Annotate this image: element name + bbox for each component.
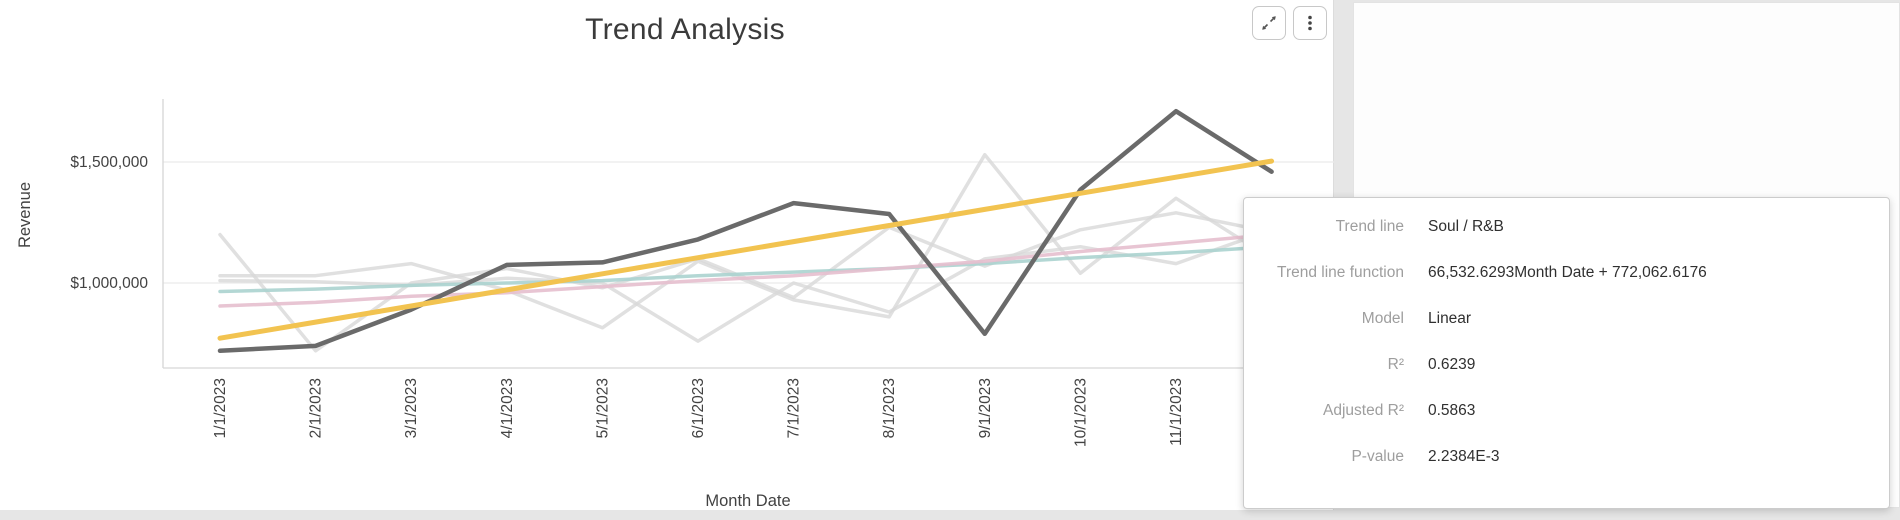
series-line-soul-r-b[interactable] — [217, 108, 1274, 354]
tooltip-row: Trend line Soul / R&B — [1244, 218, 1889, 264]
tooltip-value: 0.6239 — [1428, 356, 1476, 373]
trend-analysis-card: Trend Analysis $1,000,000 $1,500,000 1/1/2… — [0, 0, 1334, 510]
x-tick-label: 11/1/2023 — [1168, 378, 1185, 446]
x-tick-label: 2/1/2023 — [308, 378, 325, 438]
expand-icon — [1262, 16, 1276, 30]
more-options-button[interactable] — [1293, 6, 1327, 40]
tooltip-row: Model Linear — [1244, 310, 1889, 356]
expand-button[interactable] — [1252, 6, 1286, 40]
series-line-dimmed-series-2[interactable] — [218, 152, 1274, 330]
x-tick-label: 7/1/2023 — [786, 378, 803, 438]
tooltip-row: R² 0.6239 — [1244, 356, 1889, 402]
series-line-teal-series[interactable] — [218, 244, 1274, 294]
tooltip-value: Linear — [1428, 310, 1472, 327]
x-axis-title: Month Date — [705, 492, 790, 510]
x-tick-label: 9/1/2023 — [977, 378, 994, 438]
x-tick-label: 8/1/2023 — [881, 378, 898, 438]
tooltip-value: 0.5863 — [1428, 402, 1476, 419]
trend-chart-canvas[interactable]: $1,000,000 $1,500,000 1/1/2023 2/1/2023 3/1/… — [0, 0, 1334, 510]
x-tick-label: 1/1/2023 — [212, 378, 229, 438]
tooltip-label: Trend line function — [1277, 264, 1404, 281]
x-tick-label: 4/1/2023 — [499, 378, 516, 438]
x-tick-label: 5/1/2023 — [594, 378, 611, 438]
tooltip-row: Trend line function 66,532.6293Month Dat… — [1244, 264, 1889, 310]
tooltip-label: R² — [1387, 356, 1404, 373]
trend-line-tooltip: Trend line Soul / R&B Trend line functio… — [1243, 197, 1890, 509]
tooltip-value: Soul / R&B — [1428, 218, 1504, 235]
x-tick-label: 6/1/2023 — [690, 378, 707, 438]
tooltip-value: 66,532.6293Month Date + 772,062.6176 — [1428, 264, 1707, 281]
tooltip-label: P-value — [1351, 448, 1404, 465]
x-tick-label: 3/1/2023 — [403, 378, 420, 438]
chart-title: Trend Analysis — [585, 13, 785, 46]
x-tick-label: 10/1/2023 — [1072, 378, 1089, 447]
kebab-menu-icon — [1308, 15, 1312, 31]
tooltip-row: P-value 2.2384E-3 — [1244, 448, 1889, 494]
tooltip-row: Adjusted R² 0.5863 — [1244, 402, 1889, 448]
series-line-pink-series[interactable] — [218, 232, 1274, 308]
tooltip-label: Trend line — [1335, 218, 1404, 235]
tooltip-value: 2.2384E-3 — [1428, 448, 1500, 465]
y-axis-title: Revenue — [16, 182, 34, 248]
series-line-trend-line-soul-r-b[interactable] — [217, 158, 1275, 341]
tooltip-label: Model — [1361, 310, 1404, 327]
tooltip-label: Adjusted R² — [1323, 402, 1404, 419]
y-tick-label: $1,000,000 — [70, 275, 148, 292]
y-tick-label: $1,500,000 — [70, 154, 148, 171]
